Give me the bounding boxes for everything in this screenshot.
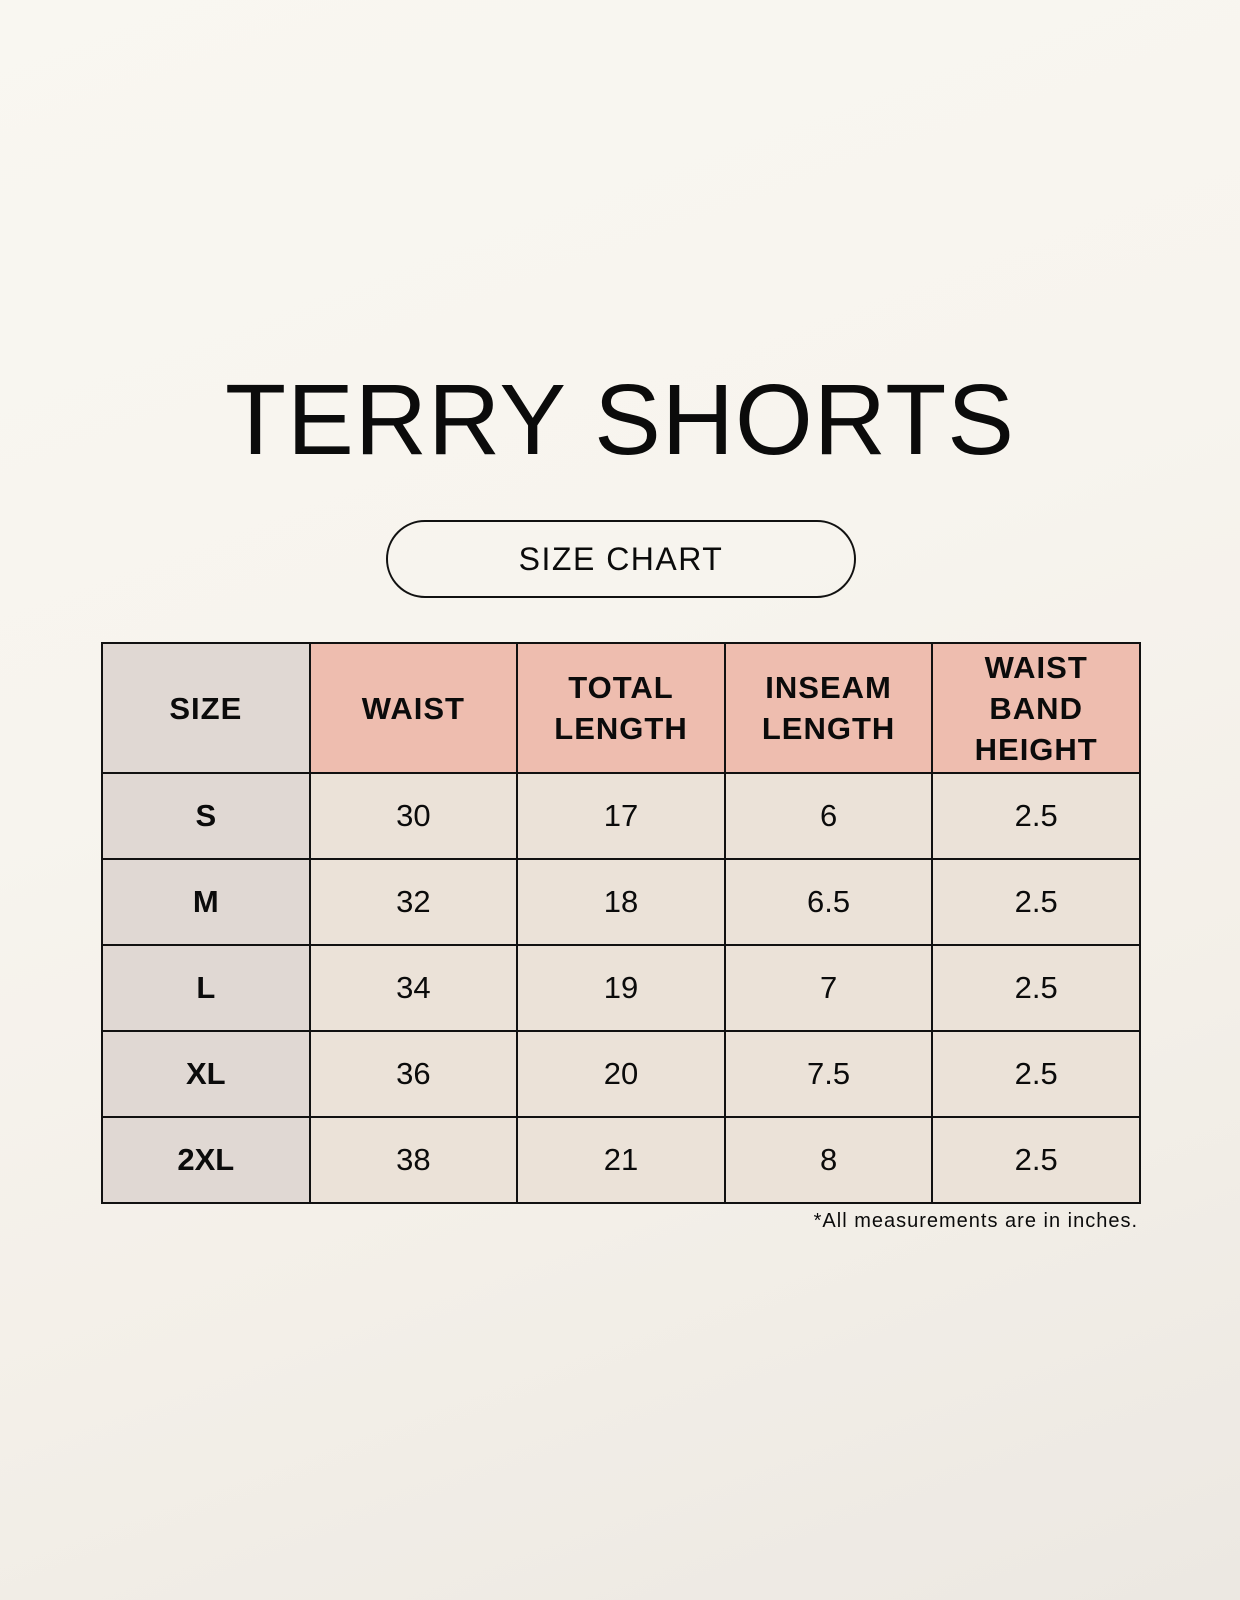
- size-chart-label: SIZE CHART: [518, 540, 724, 577]
- cell-inseam-length: 7: [723, 944, 934, 1032]
- table-row: S 30 17 6 2.5: [101, 772, 1141, 860]
- cell-total-length: 20: [516, 1030, 726, 1118]
- header-waist: WAIST: [308, 642, 519, 774]
- cell-waist: 34: [308, 944, 519, 1032]
- table-row: 2XL 38 21 8 2.5: [101, 1116, 1141, 1204]
- cell-total-length: 21: [516, 1116, 726, 1204]
- cell-size: XL: [101, 1030, 311, 1118]
- header-waist-band-height: WAIST BAND HEIGHT: [931, 642, 1141, 774]
- cell-size: S: [101, 772, 311, 860]
- footnote: *All measurements are in inches.: [813, 1210, 1138, 1232]
- cell-total-length: 19: [516, 944, 726, 1032]
- cell-size: L: [101, 944, 311, 1032]
- cell-waist: 30: [308, 772, 519, 860]
- cell-size: M: [101, 858, 311, 946]
- header-total-length: TOTAL LENGTH: [516, 642, 726, 774]
- cell-waist: 32: [308, 858, 519, 946]
- cell-size: 2XL: [101, 1116, 311, 1204]
- table-row: M 32 18 6.5 2.5: [101, 858, 1141, 946]
- cell-total-length: 17: [516, 772, 726, 860]
- table-row: L 34 19 7 2.5: [101, 944, 1141, 1032]
- cell-waist-band-height: 2.5: [931, 858, 1141, 946]
- cell-inseam-length: 6.5: [723, 858, 934, 946]
- cell-waist-band-height: 2.5: [931, 1116, 1141, 1204]
- header-size: SIZE: [101, 642, 311, 774]
- cell-waist: 36: [308, 1030, 519, 1118]
- size-chart-badge: SIZE CHART: [386, 520, 856, 598]
- cell-waist-band-height: 2.5: [931, 1030, 1141, 1118]
- cell-waist-band-height: 2.5: [931, 772, 1141, 860]
- table-row: XL 36 20 7.5 2.5: [101, 1030, 1141, 1118]
- page-title: TERRY SHORTS: [225, 364, 1015, 476]
- cell-waist: 38: [308, 1116, 519, 1204]
- cell-total-length: 18: [516, 858, 726, 946]
- cell-inseam-length: 7.5: [723, 1030, 934, 1118]
- header-inseam-length: INSEAM LENGTH: [723, 642, 934, 774]
- cell-inseam-length: 8: [723, 1116, 934, 1204]
- cell-waist-band-height: 2.5: [931, 944, 1141, 1032]
- header-row: SIZE WAIST TOTAL LENGTH INSEAM LENGTH WA…: [101, 642, 1141, 774]
- size-table: SIZE WAIST TOTAL LENGTH INSEAM LENGTH WA…: [101, 642, 1141, 1204]
- cell-inseam-length: 6: [723, 772, 934, 860]
